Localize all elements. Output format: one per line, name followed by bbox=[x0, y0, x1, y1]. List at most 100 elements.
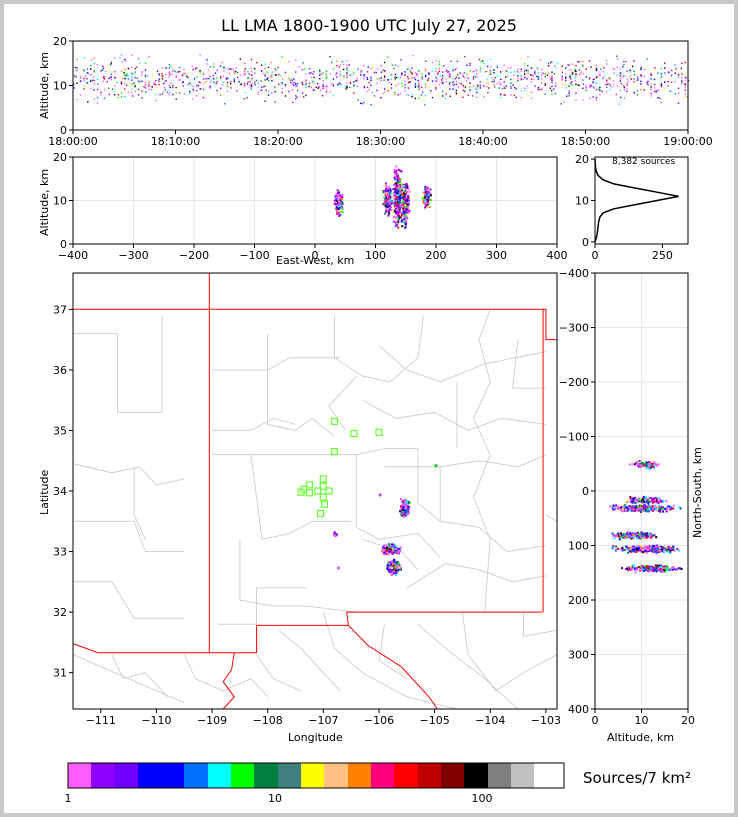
source-point bbox=[595, 88, 598, 91]
source-point bbox=[178, 79, 181, 81]
source-point bbox=[390, 83, 393, 86]
source-point bbox=[411, 72, 413, 74]
source-point bbox=[390, 87, 393, 89]
source-point bbox=[634, 568, 637, 571]
source-point bbox=[643, 69, 645, 71]
source-point bbox=[396, 179, 399, 182]
source-point bbox=[424, 104, 426, 106]
source-point bbox=[537, 78, 540, 80]
source-point bbox=[629, 69, 631, 72]
source-point bbox=[445, 70, 447, 73]
source-point bbox=[635, 506, 637, 509]
source-point bbox=[479, 81, 481, 83]
county-boundary bbox=[362, 399, 546, 431]
ns-y-tick-label: 200 bbox=[568, 594, 589, 607]
source-point bbox=[615, 535, 618, 538]
source-point bbox=[489, 72, 492, 74]
source-point bbox=[431, 80, 434, 82]
source-point bbox=[646, 546, 649, 549]
source-point bbox=[119, 56, 121, 59]
source-point bbox=[496, 66, 499, 68]
source-point bbox=[404, 504, 407, 507]
source-point bbox=[187, 83, 190, 85]
source-point bbox=[490, 66, 492, 68]
source-point bbox=[655, 567, 658, 570]
source-point bbox=[175, 71, 177, 74]
source-point bbox=[554, 66, 557, 69]
source-point bbox=[582, 83, 585, 85]
source-point bbox=[657, 89, 659, 91]
source-point bbox=[251, 74, 253, 76]
source-point bbox=[406, 185, 409, 188]
source-point bbox=[76, 98, 78, 101]
source-point bbox=[582, 64, 584, 66]
source-point bbox=[131, 79, 133, 81]
source-point bbox=[633, 501, 635, 504]
source-point bbox=[623, 86, 626, 89]
time-y-tick-label: 20 bbox=[53, 35, 67, 48]
source-point bbox=[375, 71, 377, 74]
source-point bbox=[74, 66, 77, 69]
source-point bbox=[337, 208, 340, 210]
county-boundary bbox=[462, 612, 557, 692]
map-x-tick-label: −107 bbox=[308, 714, 338, 727]
source-point bbox=[404, 190, 407, 193]
source-point bbox=[251, 82, 254, 85]
hist-y-tick-label: 0 bbox=[582, 236, 589, 249]
source-point bbox=[652, 501, 654, 504]
source-point bbox=[408, 501, 411, 504]
source-point bbox=[183, 93, 186, 95]
source-point bbox=[110, 73, 112, 75]
source-point bbox=[384, 212, 387, 215]
map-y-tick-label: 37 bbox=[53, 303, 67, 316]
county-boundary bbox=[512, 339, 546, 389]
source-point bbox=[565, 83, 567, 85]
source-point bbox=[90, 68, 92, 70]
source-point bbox=[257, 91, 259, 93]
source-point bbox=[428, 73, 430, 76]
source-point bbox=[452, 69, 454, 72]
source-point bbox=[599, 93, 601, 96]
source-point bbox=[313, 76, 315, 79]
source-point bbox=[235, 67, 237, 69]
source-point bbox=[422, 195, 425, 198]
source-point bbox=[360, 74, 362, 76]
source-point bbox=[175, 75, 177, 77]
source-point bbox=[464, 86, 467, 88]
source-point bbox=[108, 77, 110, 79]
source-point bbox=[418, 82, 420, 85]
source-point bbox=[236, 90, 238, 92]
source-point bbox=[320, 73, 322, 75]
source-point bbox=[293, 78, 295, 80]
source-point bbox=[673, 549, 676, 552]
source-point bbox=[641, 535, 644, 538]
colorbar-swatch bbox=[371, 763, 394, 788]
source-point bbox=[148, 83, 150, 85]
source-point bbox=[632, 535, 635, 538]
source-point bbox=[165, 67, 167, 69]
source-point bbox=[406, 511, 409, 514]
source-point bbox=[134, 76, 136, 79]
source-point bbox=[395, 196, 398, 199]
source-point bbox=[335, 533, 338, 536]
source-point bbox=[392, 216, 395, 219]
source-point bbox=[400, 498, 402, 500]
source-point bbox=[76, 69, 78, 72]
source-point bbox=[656, 564, 659, 567]
source-point bbox=[356, 85, 358, 87]
source-point bbox=[546, 74, 548, 76]
ew-x-tick-label: 0 bbox=[312, 249, 319, 262]
source-point bbox=[517, 77, 519, 80]
source-point bbox=[619, 68, 622, 70]
source-point bbox=[465, 80, 468, 82]
source-point bbox=[76, 82, 78, 84]
source-point bbox=[158, 73, 160, 75]
source-point bbox=[530, 81, 533, 83]
source-point bbox=[486, 70, 488, 73]
source-point bbox=[233, 80, 235, 83]
county-boundary bbox=[267, 333, 335, 437]
source-point bbox=[349, 82, 352, 84]
source-point bbox=[202, 73, 205, 75]
source-point bbox=[141, 90, 143, 92]
